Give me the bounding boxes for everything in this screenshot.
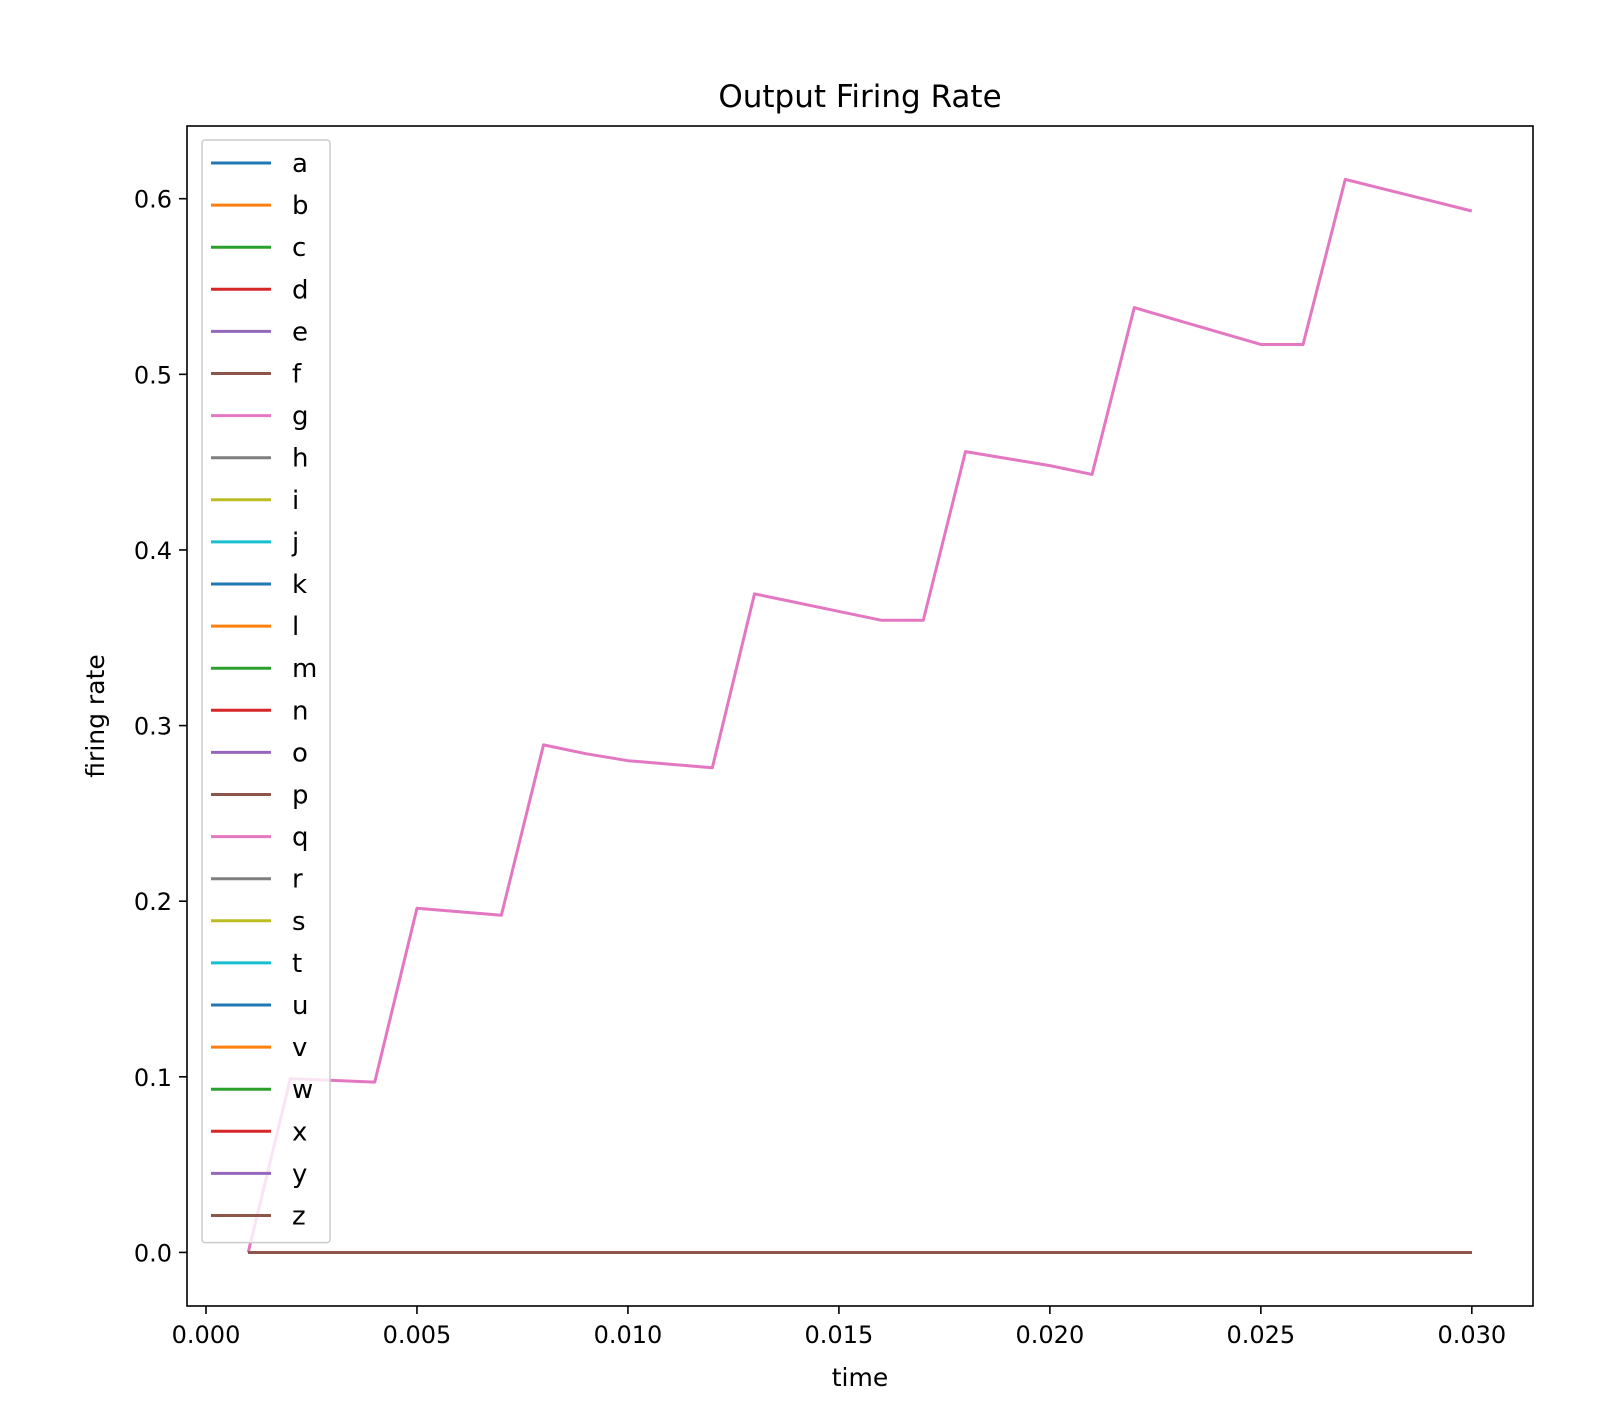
x-tick-label: 0.030 (1437, 1321, 1506, 1349)
legend-label-r: r (292, 865, 303, 895)
y-tick-label: 0.2 (134, 888, 172, 916)
chart-title: Output Firing Rate (718, 79, 1001, 115)
legend-label-j: j (291, 528, 299, 558)
x-tick-label: 0.000 (172, 1321, 241, 1349)
legend-label-o: o (292, 738, 308, 768)
legend-label-u: u (292, 991, 308, 1021)
legend-label-c: c (292, 233, 306, 263)
y-tick-label: 0.6 (134, 186, 172, 214)
plot-area (246, 177, 1473, 1254)
y-tick-label: 0.3 (134, 713, 172, 741)
legend-label-l: l (292, 612, 299, 642)
legend-label-h: h (292, 444, 308, 474)
legend-label-b: b (292, 191, 309, 221)
plot-frame (186, 125, 1534, 1307)
legend-label-g: g (292, 402, 309, 432)
y-tick-label: 0.0 (134, 1239, 172, 1267)
y-tick-label: 0.5 (134, 361, 172, 389)
legend-label-i: i (292, 486, 299, 516)
y-axis-label: firing rate (81, 654, 110, 777)
legend-label-y: y (292, 1159, 307, 1189)
legend-label-p: p (292, 781, 309, 811)
legend-label-a: a (292, 149, 308, 179)
x-tick-label: 0.025 (1226, 1321, 1295, 1349)
x-tick-label: 0.020 (1016, 1321, 1085, 1349)
y-tick-label: 0.4 (134, 537, 172, 565)
legend-label-x: x (292, 1117, 307, 1147)
x-axis: 0.000 0.005 0.010 0.015 0.020 0.025 0.030 (172, 1306, 1506, 1349)
series-line-g (246, 177, 1473, 1253)
y-axis: 0.0 0.1 0.2 0.3 0.4 0.5 0.6 (134, 186, 187, 1267)
legend-label-m: m (292, 654, 317, 684)
x-tick-label: 0.010 (594, 1321, 663, 1349)
legend-label-f: f (292, 360, 302, 390)
legend-label-e: e (292, 317, 308, 347)
legend-label-w: w (292, 1075, 313, 1105)
x-axis-label: time (832, 1363, 888, 1392)
legend-label-q: q (292, 823, 309, 853)
legend-label-z: z (292, 1202, 306, 1232)
x-tick-label: 0.015 (805, 1321, 874, 1349)
legend-label-k: k (292, 570, 307, 600)
x-tick-label: 0.005 (383, 1321, 452, 1349)
legend-label-t: t (292, 949, 302, 979)
legend-label-v: v (292, 1033, 307, 1063)
legend-label-n: n (292, 696, 308, 726)
legend-label-s: s (292, 907, 306, 937)
y-tick-label: 0.1 (134, 1064, 172, 1092)
legend-label-d: d (292, 275, 309, 305)
